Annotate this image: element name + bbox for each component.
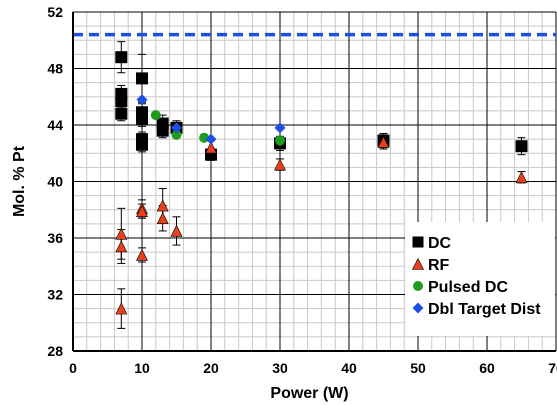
major-gridlines	[73, 11, 557, 351]
rf-point	[170, 224, 183, 237]
legend-pulsed-dc-label: Pulsed DC	[428, 279, 508, 296]
rf-point	[205, 141, 217, 154]
y-tick-label: 36	[47, 230, 63, 246]
rf-point	[136, 204, 148, 217]
rf-point	[377, 135, 390, 148]
x-axis-title: Power (W)	[270, 385, 348, 402]
y-tick-label: 48	[47, 61, 63, 77]
dc-point	[156, 124, 169, 137]
x-tick-label: 20	[203, 360, 219, 376]
y-tick-label: 44	[47, 117, 63, 133]
legend-box	[405, 222, 555, 336]
y-tick-label: 40	[47, 174, 63, 190]
pulsed-dc-point	[275, 135, 285, 146]
legend-dc-label: DC	[428, 235, 452, 252]
pulsed-dc-point	[150, 110, 161, 121]
dc-point	[515, 140, 528, 153]
x-tick-label: 70	[548, 360, 557, 376]
legend-rf-marker	[412, 257, 424, 270]
x-tick-labels: 0 10 20 30 40 50 60 70	[69, 360, 557, 376]
x-tick-label: 10	[134, 360, 150, 376]
legend-dbl-target-dist-marker	[412, 302, 424, 314]
legend: DC RF Pulsed DC Dbl Target Dist	[405, 222, 555, 336]
legend-dc-marker	[412, 236, 424, 248]
y-tick-labels: 28 32 36 40 44 48 52	[47, 4, 63, 359]
dc-point	[136, 138, 148, 151]
x-tick-label: 0	[69, 360, 77, 376]
rf-point	[115, 302, 128, 315]
y-axis-title: Mol. % Pt	[11, 145, 28, 217]
rf-point	[115, 240, 128, 253]
rf-point	[115, 227, 128, 240]
legend-pulsed-dc-marker	[413, 281, 423, 291]
axes	[72, 12, 556, 352]
y-tick-label: 52	[47, 4, 63, 20]
legend-rf-label: RF	[428, 257, 450, 274]
dc-point	[136, 113, 148, 126]
rf-point	[515, 171, 528, 184]
x-tick-label: 60	[479, 360, 495, 376]
dbl-target-dist-point	[274, 122, 286, 134]
pulsed-dc-point	[171, 129, 182, 140]
x-tick-label: 30	[272, 360, 288, 376]
dc-point	[115, 51, 128, 64]
dc-point	[115, 107, 128, 120]
x-tick-label: 50	[410, 360, 426, 376]
y-tick-label: 28	[47, 343, 63, 359]
y-tick-label: 32	[47, 287, 63, 303]
dbl-target-dist-point	[136, 94, 148, 106]
dc-point	[115, 94, 128, 107]
x-tick-label: 40	[341, 360, 357, 376]
rf-point	[136, 248, 148, 261]
rf-point	[156, 199, 169, 212]
data-markers	[115, 51, 528, 315]
rf-point	[156, 212, 169, 225]
dbl-target-dist-point	[205, 133, 217, 145]
dbl-target-dist-point	[171, 122, 182, 134]
rf-point	[274, 158, 286, 171]
dc-point	[136, 72, 148, 85]
legend-dbl-target-dist-label: Dbl Target Dist	[428, 301, 541, 318]
